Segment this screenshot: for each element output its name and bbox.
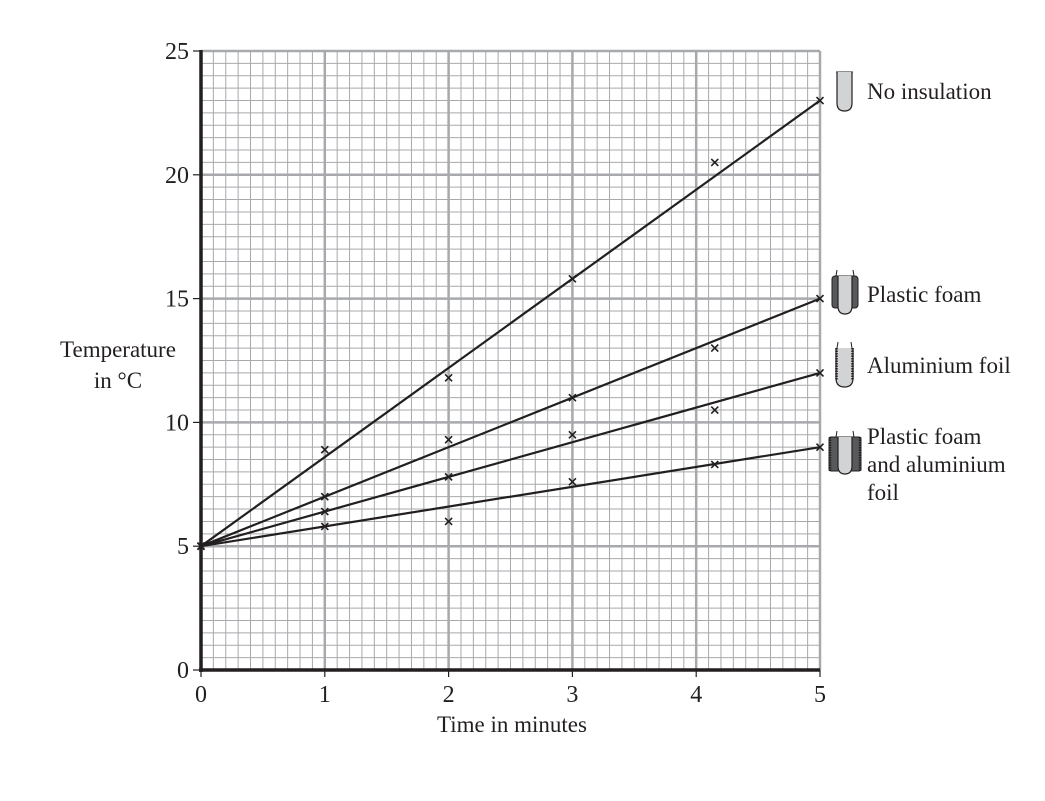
cross-marker	[444, 517, 453, 526]
y-axis-title-line-1: Temperature	[60, 337, 176, 362]
test-tube-aluminium-foil-icon	[835, 341, 854, 388]
cross-marker	[710, 460, 719, 469]
cross-marker	[444, 435, 453, 444]
cross-marker	[196, 542, 206, 551]
x-tick-label: 5	[814, 682, 826, 708]
cross-marker	[815, 443, 825, 452]
data-series	[196, 96, 825, 551]
line-of-best-fit	[200, 371, 821, 548]
cross-marker	[815, 96, 825, 105]
legend-label: Plastic foam	[867, 282, 981, 307]
legend-item-foam-and-foil: Plastic foam and aluminium foil	[828, 424, 1006, 505]
cross-marker	[320, 522, 329, 531]
cross-marker	[710, 158, 719, 167]
y-tick-label: 0	[177, 658, 189, 684]
test-tube-foam-and-foil-icon	[828, 430, 862, 475]
x-tick-label: 3	[566, 682, 578, 708]
axis-tick-labels: 0 1 2 3 4 5 0 5 10 15 20 25	[165, 39, 826, 708]
y-tick-label: 20	[165, 163, 189, 189]
chart-legend: No insulation Plastic foam Aluminium foi…	[828, 71, 1011, 505]
x-tick-label: 1	[319, 682, 331, 708]
cross-marker	[568, 393, 577, 402]
cross-marker	[320, 445, 329, 454]
cross-marker	[568, 430, 577, 439]
y-tick-label: 15	[165, 287, 189, 313]
cross-marker	[815, 368, 825, 377]
legend-label-line-2: and aluminium	[867, 452, 1006, 477]
line-of-best-fit	[200, 297, 821, 548]
x-tick-label: 0	[195, 682, 207, 708]
series-1	[196, 294, 825, 551]
cross-marker	[710, 344, 719, 353]
y-axis-title-line-2: in °C	[94, 368, 142, 393]
cross-marker	[320, 507, 329, 516]
test-tube-no-insulation-icon	[836, 71, 853, 112]
chart-grid	[199, 49, 822, 672]
legend-label: No insulation	[867, 79, 992, 104]
line-of-best-fit	[200, 99, 821, 548]
x-tick-label: 2	[443, 682, 455, 708]
x-axis-title: Time in minutes	[437, 712, 587, 737]
chart-axes	[199, 50, 820, 672]
legend-label: Aluminium foil	[867, 353, 1011, 378]
cross-marker	[320, 492, 329, 501]
cross-marker	[568, 274, 577, 283]
legend-item-plastic-foam: Plastic foam	[831, 269, 981, 315]
x-tick-label: 4	[690, 682, 702, 708]
line-of-best-fit	[200, 446, 821, 548]
test-tube-plastic-foam-icon	[831, 269, 859, 315]
legend-item-aluminium-foil: Aluminium foil	[835, 341, 1011, 388]
y-tick-label: 10	[165, 410, 189, 436]
series-3	[196, 443, 825, 551]
axis-titles: Time in minutes Temperature in °C	[60, 337, 587, 737]
y-tick-label: 5	[177, 534, 189, 560]
legend-item-no-insulation: No insulation	[836, 71, 992, 112]
cross-marker	[710, 405, 719, 415]
cross-marker	[444, 472, 453, 481]
legend-label-line-3: foil	[867, 480, 899, 505]
cross-marker	[568, 477, 577, 486]
legend-label-line-1: Plastic foam	[867, 424, 981, 449]
cross-marker	[815, 294, 825, 303]
cross-marker	[444, 373, 453, 382]
y-tick-label: 25	[165, 39, 189, 65]
